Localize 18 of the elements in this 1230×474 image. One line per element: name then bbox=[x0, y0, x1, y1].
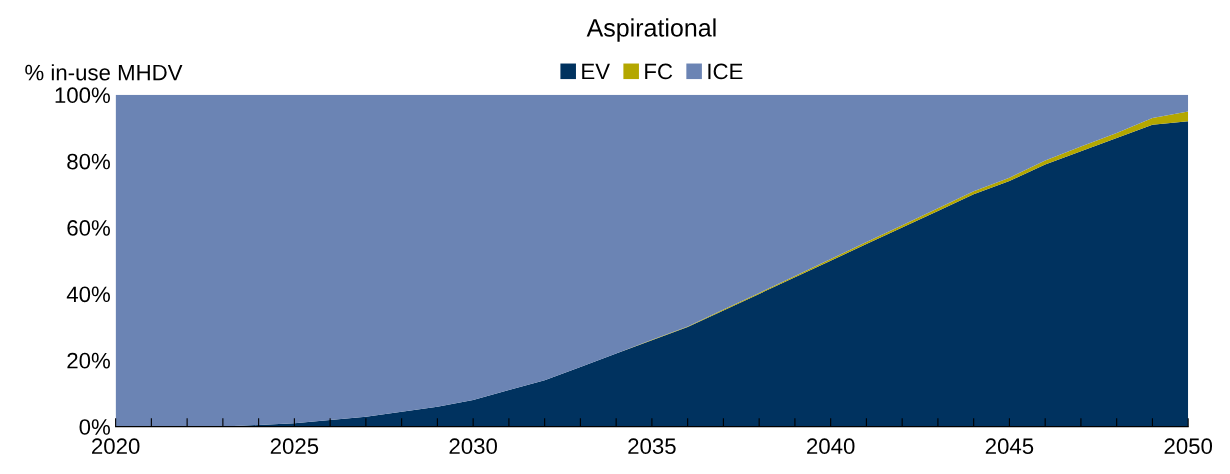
x-tick-label: 2050 bbox=[1164, 438, 1213, 455]
legend-label: EV bbox=[582, 63, 610, 80]
y-tick-label: 40% bbox=[66, 286, 110, 303]
x-tick-label: 2030 bbox=[449, 438, 497, 455]
x-tick-label: 2045 bbox=[985, 438, 1034, 455]
x-tick-label: 2020 bbox=[92, 438, 140, 455]
y-tick-label: 80% bbox=[67, 153, 110, 170]
y-tick-label: 60% bbox=[67, 220, 110, 236]
y-tick-label: 100% bbox=[55, 87, 110, 104]
legend-label: FC bbox=[645, 63, 673, 80]
y-tick-label: 20% bbox=[67, 352, 110, 369]
legend-label: ICE bbox=[708, 63, 743, 80]
x-tick-label: 2025 bbox=[270, 438, 319, 455]
y-axis-title: % in-use MHDV bbox=[25, 64, 183, 81]
y-tick-label: 0% bbox=[79, 419, 110, 435]
chart-title: Aspirational bbox=[586, 18, 716, 42]
x-tick-label: 2040 bbox=[807, 438, 855, 455]
x-tick-label: 2035 bbox=[628, 438, 676, 455]
